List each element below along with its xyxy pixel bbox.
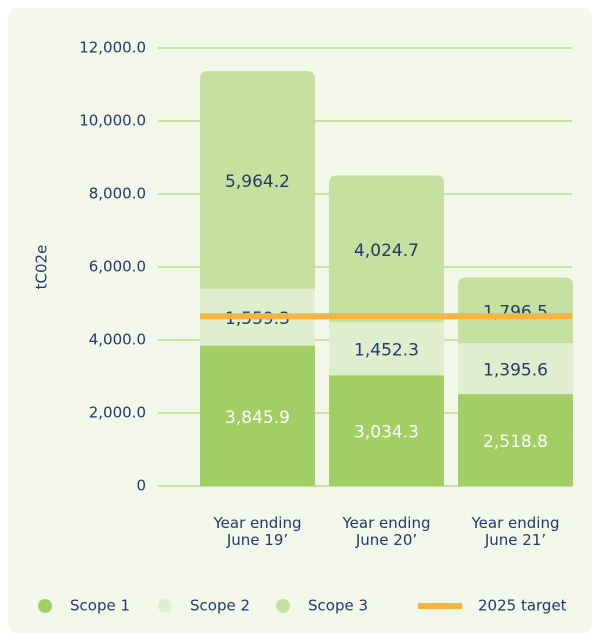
bar-segment [458, 343, 573, 395]
x-tick-label: Year ending June 21’ [471, 514, 560, 549]
x-tick-label: Year ending June 19’ [213, 514, 302, 549]
data-label: 4,024.7 [354, 241, 419, 261]
bar-segment [329, 375, 444, 486]
y-tick-label: 6,000.0 [89, 258, 146, 276]
y-tick-label: 10,000.0 [79, 112, 146, 130]
data-label: 1,395.6 [483, 361, 548, 381]
bar-segment [458, 394, 573, 486]
y-axis-label: tC02e [33, 245, 51, 290]
legend-label: 2025 target [478, 597, 567, 615]
legend-marker [158, 599, 172, 613]
data-label: 1,796.5 [483, 302, 548, 322]
legend-marker [38, 599, 52, 613]
legend-marker [276, 599, 290, 613]
x-tick-label: Year ending June 20’ [342, 514, 431, 549]
y-tick-label: 12,000.0 [79, 39, 146, 57]
data-label: 3,034.3 [354, 423, 419, 443]
bar-segment [200, 71, 315, 289]
legend-label: Scope 2 [190, 597, 250, 615]
y-tick-label: 2,000.0 [89, 404, 146, 422]
bar-segment [329, 175, 444, 323]
bar-segment [329, 322, 444, 376]
legend-label: Scope 1 [70, 597, 130, 615]
y-tick-label: 8,000.0 [89, 185, 146, 203]
data-label: 1,452.3 [354, 341, 419, 361]
legend-label: Scope 3 [308, 597, 368, 615]
bar-segment [200, 345, 315, 486]
y-tick-label: 0 [136, 477, 146, 495]
data-label: 5,964.2 [225, 172, 290, 192]
data-label: 3,845.9 [225, 408, 290, 428]
y-tick-label: 4,000.0 [89, 331, 146, 349]
data-label: 2,518.8 [483, 432, 548, 452]
bar-segment [458, 277, 573, 344]
